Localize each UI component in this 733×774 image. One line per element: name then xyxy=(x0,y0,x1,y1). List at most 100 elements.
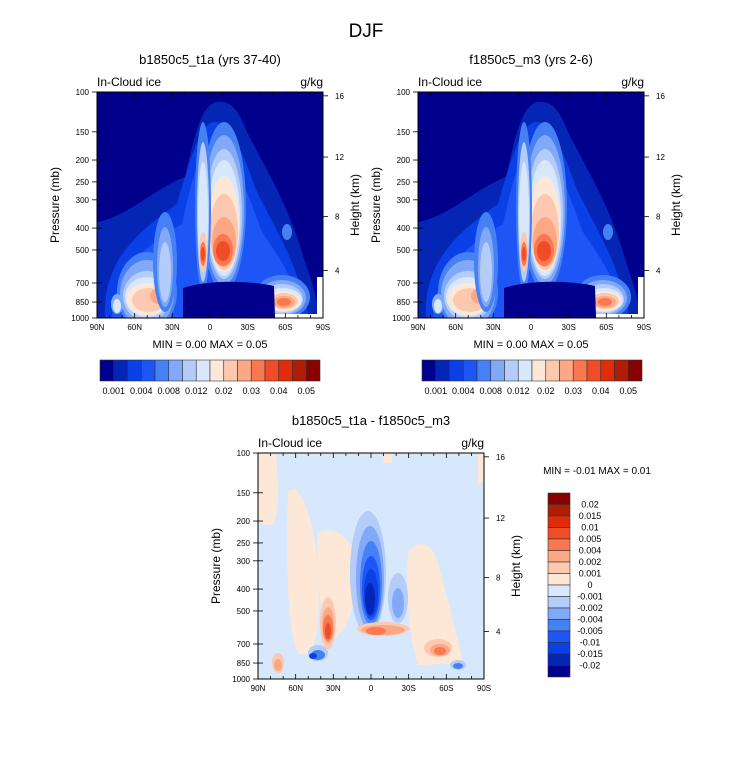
variable-label: In-Cloud ice xyxy=(258,436,322,450)
colorbar-swatch xyxy=(504,359,519,382)
units-label: g/kg xyxy=(461,436,484,450)
y-tick-label: 1000 xyxy=(232,675,250,684)
y-axis-right-label: Height (km) xyxy=(509,535,523,597)
colorbar-swatch xyxy=(113,359,128,382)
colorbar-label: -0.02 xyxy=(580,661,601,671)
figure-title: DJF xyxy=(349,21,384,42)
colorbar-swatch xyxy=(476,359,492,382)
y-tick-label: 500 xyxy=(237,607,251,616)
height-tick-label: 4 xyxy=(656,266,661,275)
height-tick-label: 8 xyxy=(496,574,501,583)
y-axis-label: Pressure (mb) xyxy=(209,528,223,604)
contour-level xyxy=(274,659,282,671)
y-tick-label: 200 xyxy=(76,156,90,165)
colorbar-swatch xyxy=(517,359,533,382)
colorbar-swatch xyxy=(195,359,211,382)
x-tick-label: 90N xyxy=(411,323,426,332)
height-tick-label: 16 xyxy=(656,92,665,101)
colorbar-swatch xyxy=(462,359,478,382)
height-tick-label: 12 xyxy=(656,153,665,162)
minmax-label: MIN = 0.00 MAX = 0.05 xyxy=(153,339,268,351)
colorbar-label: 0.004 xyxy=(130,386,153,396)
x-tick-label: 30S xyxy=(402,684,416,693)
contour-level xyxy=(537,241,551,261)
height-tick-label: 4 xyxy=(496,627,501,636)
colorbar-swatch xyxy=(435,359,450,382)
y-tick-label: 500 xyxy=(76,246,90,255)
height-tick-label: 16 xyxy=(496,453,505,462)
y-axis-right-label: Height (km) xyxy=(669,174,683,236)
colorbar-swatch xyxy=(547,561,571,574)
minmax-label: MIN = 0.00 MAX = 0.05 xyxy=(474,339,589,351)
y-tick-label: 300 xyxy=(397,196,411,205)
colorbar-swatch xyxy=(140,359,156,382)
contour-level xyxy=(603,224,613,240)
missing-data xyxy=(596,314,644,318)
colorbar-label: 0.04 xyxy=(270,386,288,396)
panel-title: b1850c5_t1a (yrs 37-40) xyxy=(139,52,281,67)
contour-level xyxy=(366,627,386,635)
y-tick-label: 500 xyxy=(397,246,411,255)
y-tick-label: 300 xyxy=(76,196,90,205)
contour-level xyxy=(434,647,446,655)
contour-level xyxy=(201,247,205,261)
y-axis-label: Pressure (mb) xyxy=(369,167,383,243)
colorbar-label: 0.002 xyxy=(579,557,602,567)
contour-level xyxy=(216,241,230,261)
y-tick-label: 250 xyxy=(76,178,90,187)
x-tick-label: 60N xyxy=(127,323,142,332)
contour-level xyxy=(504,281,596,318)
contour-level xyxy=(383,453,393,463)
colorbar: 0.001 0.004 0.008 0.012 0.02 0.03 0.04 0.05 xyxy=(99,359,321,396)
contour-level xyxy=(478,453,484,483)
height-tick-label: 8 xyxy=(335,213,340,222)
colorbar-swatch xyxy=(547,596,571,609)
colorbar-swatch xyxy=(547,619,571,632)
colorbar-label: 0.01 xyxy=(581,523,599,533)
contour-level xyxy=(392,588,404,618)
colorbar-label: 0 xyxy=(587,580,592,590)
colorbar-swatch xyxy=(490,359,505,382)
colorbar-label: 0.004 xyxy=(579,546,602,556)
contour-level xyxy=(407,544,463,665)
colorbar-label: 0.04 xyxy=(592,386,610,396)
colorbar-label: 0.008 xyxy=(157,386,180,396)
colorbar-label: -0.004 xyxy=(577,615,603,625)
y-axis-label: Pressure (mb) xyxy=(48,167,62,243)
x-tick-label: 0 xyxy=(369,684,374,693)
y-tick-label: 700 xyxy=(237,640,251,649)
colorbar-swatch xyxy=(182,359,197,382)
panel-title: f1850c5_m3 (yrs 2-6) xyxy=(469,52,593,67)
x-tick-label: 30N xyxy=(326,684,341,693)
x-tick-label: 0 xyxy=(529,323,534,332)
x-tick-label: 0 xyxy=(208,323,213,332)
x-tick-label: 60S xyxy=(439,684,453,693)
y-tick-label: 300 xyxy=(237,557,251,566)
colorbar-label: 0.001 xyxy=(579,569,602,579)
colorbar-swatch xyxy=(547,538,571,551)
contour-level xyxy=(277,298,291,306)
colorbar-swatch xyxy=(547,550,571,563)
x-tick-label: 30N xyxy=(486,323,501,332)
colorbar-swatch xyxy=(614,359,629,382)
colorbar-swatch xyxy=(586,359,602,382)
colorbar-swatch xyxy=(547,573,571,586)
colorbar-swatch xyxy=(127,359,142,382)
contour-level xyxy=(522,247,526,261)
missing-data xyxy=(317,277,323,318)
x-tick-label: 30N xyxy=(165,323,180,332)
y-tick-label: 100 xyxy=(397,88,411,97)
colorbar-label: 0.05 xyxy=(619,386,637,396)
colorbar-label: 0.02 xyxy=(215,386,233,396)
y-tick-label: 850 xyxy=(76,298,90,307)
contour-level xyxy=(282,224,292,240)
colorbar-swatch xyxy=(449,359,464,382)
colorbar-label: 0.03 xyxy=(242,386,260,396)
y-tick-label: 150 xyxy=(76,128,90,137)
contour-field xyxy=(418,92,644,318)
colorbar-swatch xyxy=(547,504,571,517)
colorbar-swatch xyxy=(292,359,307,382)
y-tick-label: 400 xyxy=(397,224,411,233)
x-tick-label: 90N xyxy=(251,684,266,693)
x-tick-label: 90S xyxy=(316,323,330,332)
